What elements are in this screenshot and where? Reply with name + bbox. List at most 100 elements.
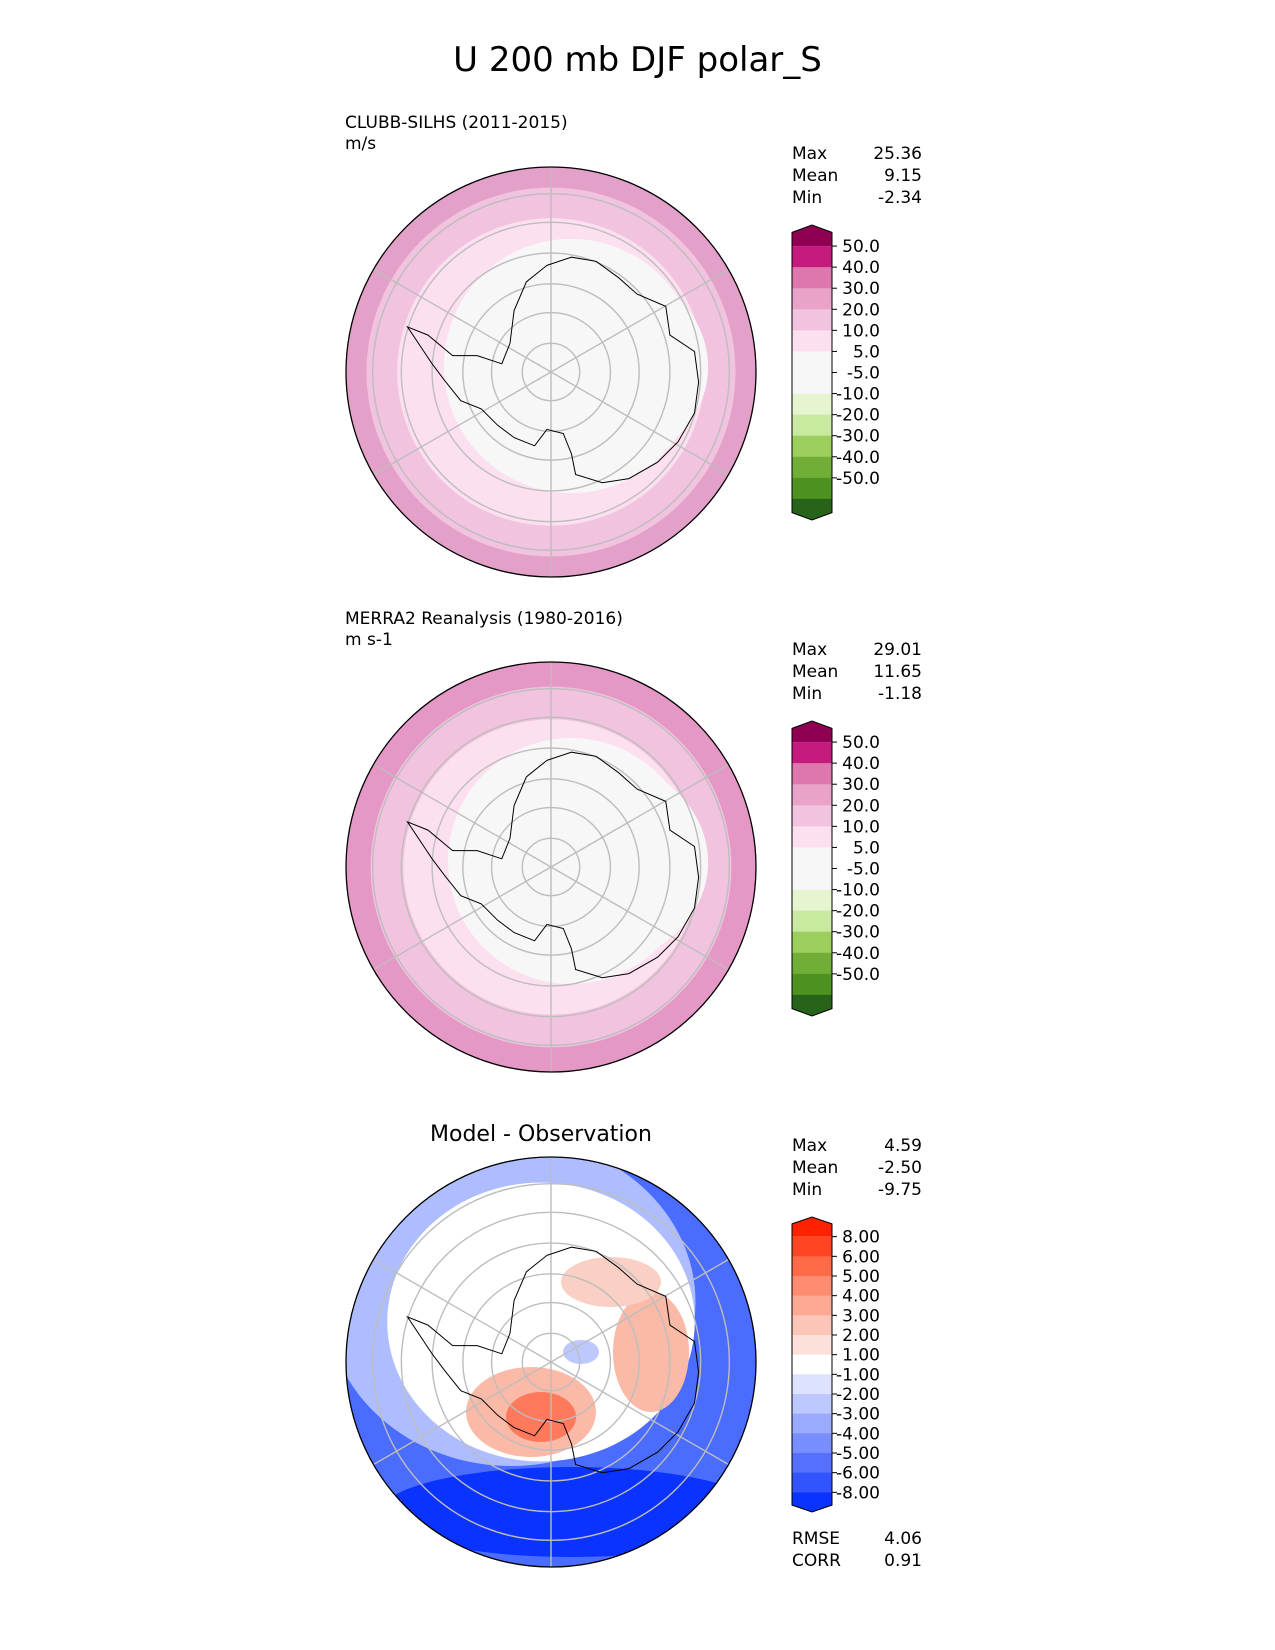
contour-band [381,1467,756,1557]
colorbar-segment [792,330,832,352]
colorbar-segment [792,1354,832,1375]
colorbar-tick-label: 5.00 [842,1267,880,1287]
colorbar-tick-label: 10.0 [842,321,880,341]
stat-row: Max 4.59 [792,1135,922,1157]
map-boundary [345,1156,757,1568]
colorbar-segment [792,1256,832,1277]
contour-band [561,1257,661,1307]
colorbar-tick-label: 10.0 [842,817,880,837]
colorbar-segment [792,372,832,395]
colorbar-segment [792,414,832,437]
colorbar-segment [792,742,832,764]
colorbar-tick-label: -6.00 [836,1464,880,1484]
colorbar-tick-label: 40.0 [842,258,880,278]
longitude-gridline [373,866,552,971]
contour-band [613,1292,689,1412]
stat-value: 4.59 [884,1136,922,1156]
stat-value: -9.75 [878,1180,922,1200]
stat-label: Max [792,144,828,164]
figure-title: U 200 mb DJF polar_S [453,40,822,80]
stat-label: CORR [792,1551,841,1571]
colorbar-segment [792,889,832,912]
longitude-gridline [550,763,729,868]
colorbar-segment [792,456,832,479]
coastline [406,751,700,979]
stat-value: 4.06 [884,1529,922,1549]
colorbar-reference: 50.040.030.020.010.05.0-5.0-10.0-20.0-30… [791,720,880,1017]
contour-band [563,1340,599,1364]
stat-value: -2.34 [878,188,922,208]
colorbar-segment [792,351,832,373]
stat-label: Mean [792,662,839,682]
colorbar-tick-label: -50.0 [836,469,880,489]
colorbar-segment [792,1453,832,1474]
colorbar-segment [792,309,832,331]
colorbar-segment [792,1276,832,1297]
colorbar-extend-max [792,1217,832,1237]
longitude-gridline [373,1258,552,1363]
colorbar-tick-label: 50.0 [842,733,880,753]
stat-row: Mean -2.50 [792,1157,922,1179]
panel-title-difference: Model - Observation [430,1122,652,1147]
panel-title-test-name: CLUBB-SILHS (2011-2015) [345,113,568,133]
colorbar-segment [792,1433,832,1454]
stats-rmse-corr: RMSE 4.06 CORR 0.91 [792,1528,922,1572]
colorbar-tick-label: -5.0 [847,860,880,880]
colorbar-extend-min [792,1492,832,1512]
stat-value: 0.91 [884,1551,922,1571]
polar-map-2 [346,1157,756,1567]
colorbar-segment [792,288,832,310]
panel-title-reference-units: m s-1 [345,630,393,650]
colorbar-difference: 8.006.005.004.003.002.001.00-1.00-2.00-3… [791,1216,880,1513]
coastline [406,256,700,484]
stat-label: Min [792,188,823,208]
colorbar-segment [792,973,832,996]
stat-label: Max [792,640,828,660]
colorbar-tick-label: 2.00 [842,1326,880,1346]
colorbar-segment [792,267,832,289]
stat-label: Min [792,684,823,704]
colorbar-segment [792,1472,832,1493]
colorbar-tick-label: -2.00 [836,1385,880,1405]
colorbar-segment [792,868,832,891]
colorbar-tick-label: 8.00 [842,1228,880,1248]
longitude-gridline [550,1361,729,1466]
stat-value: -1.18 [878,684,922,704]
colorbar-tick-label: 4.00 [842,1287,880,1307]
colorbar-segment [792,805,832,827]
colorbar-tick-label: -30.0 [836,923,880,943]
panel-title-test-units: m/s [345,134,377,154]
map-boundary [345,661,757,1073]
stat-row: RMSE 4.06 [792,1528,922,1550]
colorbar-segment [792,910,832,933]
stat-label: Min [792,1180,823,1200]
polar-map-0 [346,167,756,577]
panel-title-test: CLUBB-SILHS (2011-2015) m/s [345,113,568,155]
stat-value: 11.65 [873,662,922,682]
colorbar-segment [792,931,832,954]
stat-row: Mean 9.15 [792,165,922,187]
colorbar-segment [792,826,832,848]
longitude-gridline [550,371,729,476]
colorbar-segment [792,1413,832,1434]
stats-reference: Max 29.01 Mean 11.65 Min -1.18 [792,639,922,705]
colorbar-tick-label: 3.00 [842,1306,880,1326]
map-boundary [345,166,757,578]
colorbar-segment [792,784,832,806]
longitude-gridline [373,1361,552,1466]
stat-row: CORR 0.91 [792,1550,922,1572]
longitude-gridline [550,268,729,373]
colorbar-tick-label: 50.0 [842,237,880,257]
colorbar-tick-label: 30.0 [842,279,880,299]
colorbar-segment [792,1295,832,1316]
colorbar-extend-max [792,721,832,743]
panel-title-reference-name: MERRA2 Reanalysis (1980-2016) [345,609,623,629]
panel-title-reference: MERRA2 Reanalysis (1980-2016) m s-1 [345,609,623,651]
stat-label: Max [792,1136,828,1156]
colorbar-tick-label: -8.00 [836,1483,880,1503]
colorbar-extend-min [792,498,832,520]
longitude-gridline [373,763,552,868]
contour-band [453,755,709,969]
contour-band [453,260,709,474]
colorbar-segment [792,393,832,416]
